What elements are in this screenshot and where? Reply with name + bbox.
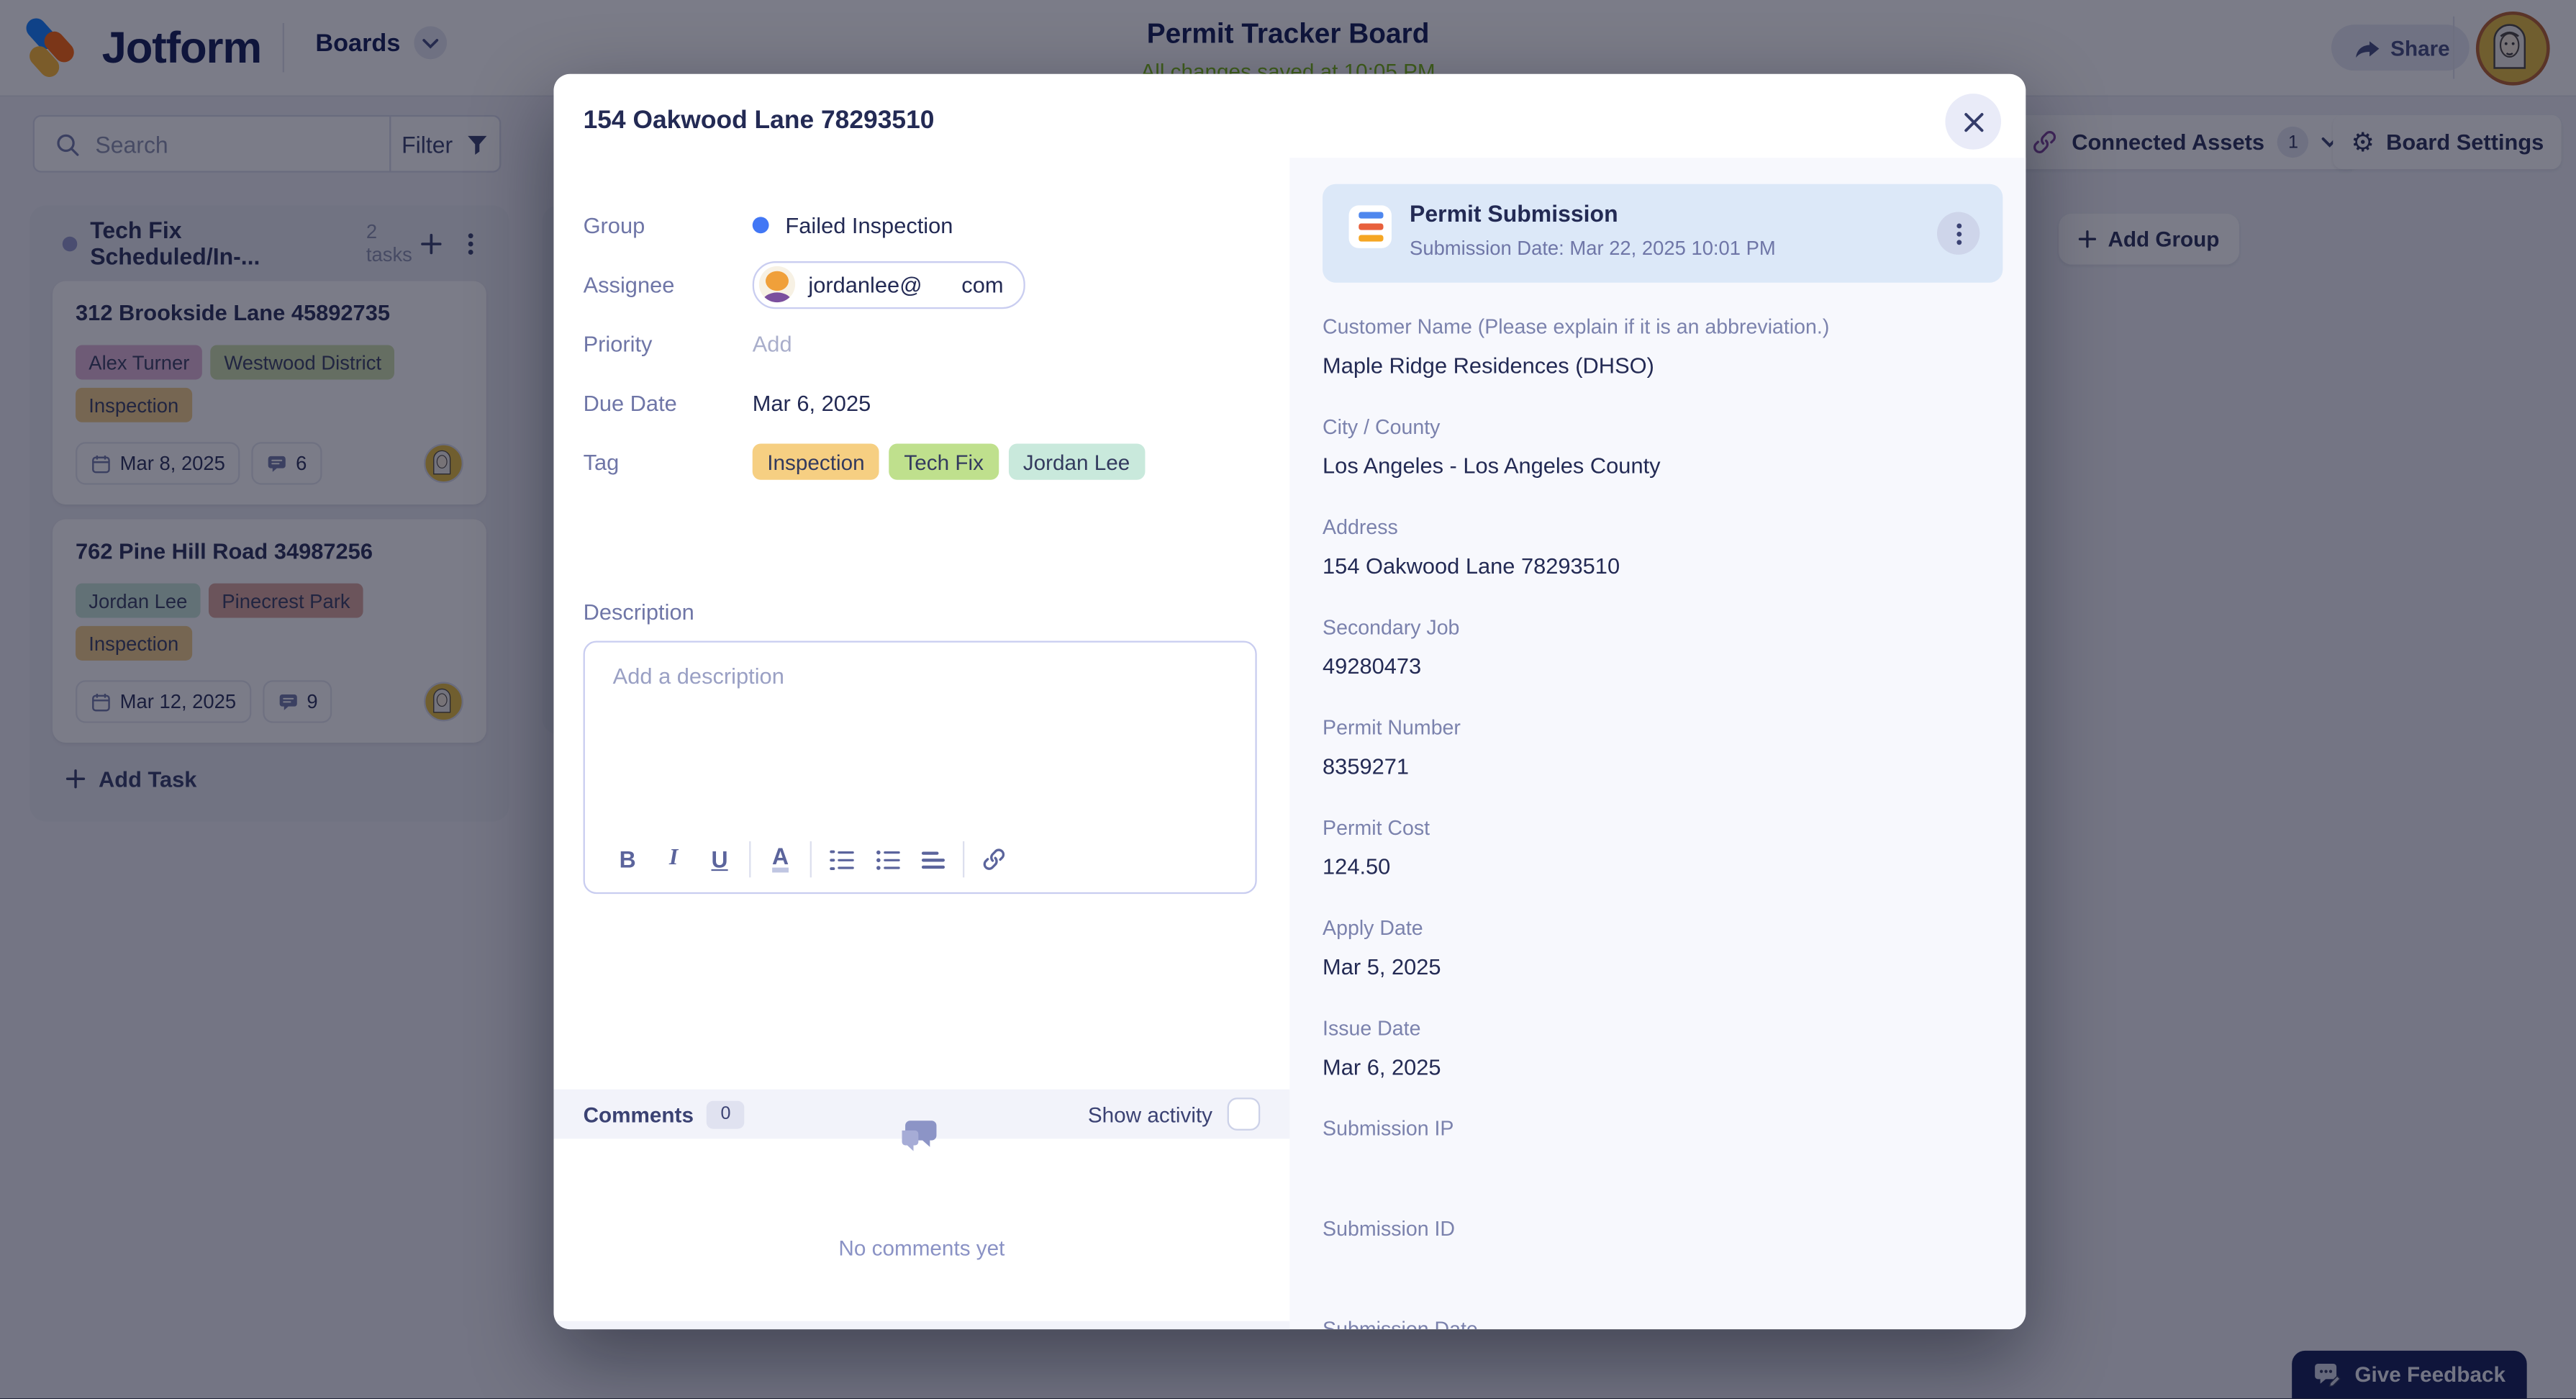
due-date-label: Due Date	[583, 390, 677, 415]
close-button[interactable]	[1945, 94, 2002, 150]
submission-pane: Permit Submission Submission Date: Mar 2…	[1289, 158, 2026, 1330]
description-placeholder: Add a description	[612, 664, 784, 689]
ordered-list-button[interactable]	[818, 838, 864, 880]
tag[interactable]: Tech Fix	[889, 443, 999, 480]
due-date-value[interactable]: Mar 6, 2025	[752, 390, 871, 415]
submission-field: Submission ID	[1323, 1217, 1456, 1241]
description-editor[interactable]: Add a description B I U A	[583, 640, 1257, 895]
toolbar-separator	[963, 841, 965, 878]
submission-title: Permit Submission	[1410, 200, 1618, 227]
submission-field: Permit Number 8359271	[1323, 716, 1461, 779]
toolbar-separator	[809, 841, 812, 878]
submission-menu-button[interactable]	[1936, 212, 1980, 255]
submission-fields: Customer Name (Please explain if it is a…	[1323, 315, 2003, 1329]
comments-count-badge: 0	[707, 1100, 745, 1128]
bold-button[interactable]: B	[619, 846, 636, 873]
task-properties-pane: Group Failed Inspection Assignee jordanl…	[553, 158, 1290, 1330]
submission-field: Secondary Job 49280473	[1323, 616, 1460, 679]
no-comments-icon	[900, 1119, 943, 1159]
tag[interactable]: Jordan Lee	[1008, 443, 1145, 480]
assignee-chip[interactable]: jordanlee@ com	[752, 260, 1025, 309]
group-status-dot	[752, 217, 769, 234]
description-label: Description	[583, 599, 694, 624]
show-activity-toggle[interactable]: Show activity	[1087, 1097, 1261, 1131]
submission-card-header: Permit Submission Submission Date: Mar 2…	[1323, 184, 2003, 283]
bullet-list-button[interactable]	[864, 838, 910, 880]
due-date-row: Due Date Mar 6, 2025	[584, 373, 1257, 432]
comments-label: Comments	[583, 1101, 694, 1127]
no-comments-text: No comments yet	[838, 1236, 1005, 1261]
richtext-toolbar: B I U A	[604, 838, 1017, 880]
assignee-cat-avatar	[758, 266, 796, 303]
comment-input-bar: Add a comment. Use @ to mention @	[553, 1321, 1290, 1330]
submission-field: Permit Cost 124.50	[1323, 816, 1430, 879]
priority-row: Priority Add	[584, 314, 1257, 373]
assignee-email: jordanlee@ com	[808, 271, 1004, 297]
toolbar-separator	[749, 841, 751, 878]
text-color-button[interactable]: A	[771, 845, 789, 873]
submission-field: Submission IP	[1323, 1117, 1454, 1141]
underline-button[interactable]: U	[711, 846, 728, 873]
tag-list: Inspection Tech Fix Jordan Lee	[752, 443, 1155, 480]
tag[interactable]: Inspection	[752, 443, 880, 480]
submission-field: City / County Los Angeles - Los Angeles …	[1323, 415, 1661, 479]
submission-date-subtitle: Submission Date: Mar 22, 2025 10:01 PM	[1410, 236, 1776, 260]
submission-field: Issue Date Mar 6, 2025	[1323, 1017, 1441, 1080]
priority-label: Priority	[583, 331, 653, 356]
group-value[interactable]: Failed Inspection	[752, 212, 953, 237]
tag-label: Tag	[583, 449, 620, 474]
tag-row: Tag Inspection Tech Fix Jordan Lee	[584, 433, 1257, 492]
group-row: Group Failed Inspection	[584, 196, 1257, 255]
group-label: Group	[583, 212, 645, 237]
assignee-label: Assignee	[583, 271, 675, 297]
comments-header: Comments 0 Show activity	[553, 1089, 1290, 1139]
priority-add[interactable]: Add	[752, 331, 792, 356]
show-activity-checkbox[interactable]	[1227, 1097, 1261, 1131]
align-button[interactable]	[910, 838, 956, 880]
submission-field: Submission Date	[1323, 1318, 1478, 1330]
task-detail-modal: 154 Oakwood Lane 78293510 Group Failed I…	[553, 73, 2026, 1330]
italic-button[interactable]: I	[668, 846, 679, 871]
form-icon	[1348, 205, 1392, 248]
assignee-row: Assignee jordanlee@ com	[584, 255, 1257, 314]
submission-field: Apply Date Mar 5, 2025	[1323, 917, 1441, 979]
submission-field: Address 154 Oakwood Lane 78293510	[1323, 515, 1620, 579]
kebab-icon	[1956, 230, 1962, 236]
submission-field: Customer Name (Please explain if it is a…	[1323, 315, 1830, 379]
group-name: Failed Inspection	[785, 212, 953, 237]
link-button[interactable]	[971, 838, 1017, 880]
show-activity-label: Show activity	[1087, 1101, 1213, 1127]
close-icon	[1964, 112, 1983, 132]
modal-title: 154 Oakwood Lane 78293510	[583, 107, 935, 135]
